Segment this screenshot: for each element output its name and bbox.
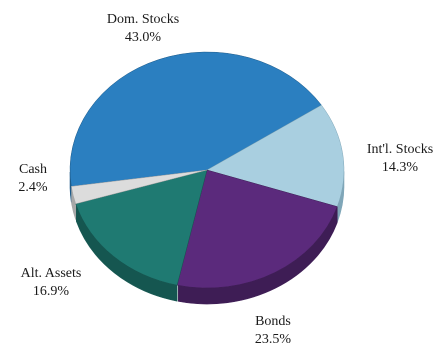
slice-value-bonds: 23.5% [255,332,292,347]
slice-value-alt-assets: 16.9% [33,284,70,299]
slice-label-bonds: Bonds [255,314,291,329]
pie-labels: Dom. Stocks 43.0% Int'l. Stocks 14.3% Bonds 2… [18,12,433,347]
pie-slice-dom-stocks [69,51,322,187]
pie-slice-cash [71,169,208,205]
pie-slice-int-l-stocks [206,104,345,207]
pie-sides [69,171,345,305]
slice-label-int-l-stocks: Int'l. Stocks [367,142,433,157]
slice-value-dom-stocks: 43.0% [125,30,162,45]
slice-label-cash: Cash [19,162,47,177]
slice-value-int-l-stocks: 14.3% [382,160,419,175]
pie-slice-alt-assets [75,169,208,286]
slice-label-dom-stocks: Dom. Stocks [107,12,179,27]
pie-slice-bonds [176,169,338,289]
slice-value-cash: 2.4% [18,180,48,195]
slice-label-alt-assets: Alt. Assets [21,266,82,281]
pie-tops [69,51,345,289]
